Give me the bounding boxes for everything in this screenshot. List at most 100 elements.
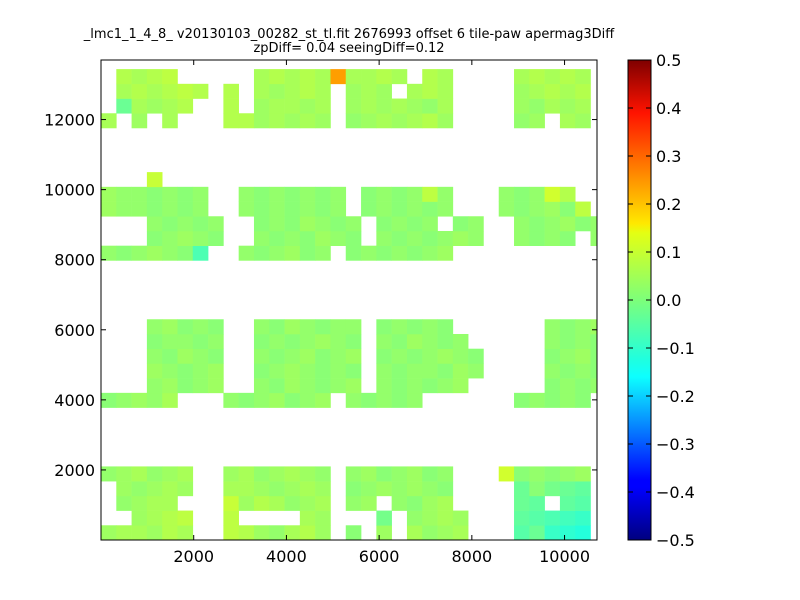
heatmap-cell [345,319,362,335]
heatmap-cell [177,525,194,540]
heatmap-cell [514,216,530,232]
heatmap-cell [192,186,209,202]
heatmap-cell [162,186,178,202]
heatmap-cell [544,69,561,85]
heatmap-cell [177,98,194,114]
heatmap-cell [162,378,178,394]
heatmap-cell [192,363,209,379]
heatmap-cell [376,378,392,394]
heatmap-cell [315,525,331,540]
heatmap-cell [177,230,194,246]
heatmap-cell [361,69,377,85]
heatmap-cell [376,348,392,364]
heatmap-cell [606,334,622,349]
heatmap-cell [422,510,438,526]
heatmap-cell [361,495,377,511]
heatmap-cell [361,466,377,482]
heatmap-cell [315,363,331,379]
heatmap-cell [361,83,377,99]
heatmap-cell [559,230,576,246]
heatmap-cell [559,83,576,99]
heatmap-cell [131,495,148,511]
heatmap-cell [514,230,530,246]
heatmap-cell [345,525,362,540]
heatmap-cell [437,230,454,246]
y-tick-label: 6000 [54,321,95,340]
heatmap-cell [406,216,423,232]
heatmap-cell [514,98,530,114]
heatmap-cell [452,333,469,350]
heatmap-cell [177,319,194,335]
heatmap-cell [177,348,194,364]
heatmap-cell [529,230,545,246]
heatmap-cell [606,319,622,334]
y-tick-label: 8000 [54,251,95,270]
heatmap-cell [116,392,132,408]
heatmap-cell [315,201,331,217]
heatmap-cell [468,348,484,364]
heatmap-cell [101,392,117,408]
heatmap-cell [361,245,377,261]
heatmap-cell [575,481,591,497]
heatmap-cell [299,113,316,129]
heatmap-cell [116,495,132,511]
heatmap-cell [544,363,561,379]
heatmap-cell [345,348,362,364]
heatmap-cell [299,216,316,232]
heatmap-cell [269,392,285,408]
heatmap-cell [131,201,148,217]
heatmap-cell [514,83,530,99]
heatmap-cell [162,466,178,482]
colorbar-tick-label: −0.2 [656,387,695,406]
heatmap-cell [437,495,454,511]
heatmap-cell [437,319,454,335]
y-tick-label: 12000 [44,111,95,130]
heatmap-cell [223,510,239,526]
heatmap-cell [529,98,545,114]
heatmap-cell [253,319,270,335]
heatmap-cell [575,201,591,217]
heatmap-cell [253,186,270,202]
heatmap-cell [238,245,255,261]
heatmap-cell [192,245,209,261]
heatmap-cell [575,495,591,511]
heatmap-cell [284,98,301,114]
heatmap-cell [146,245,163,261]
heatmap-cell [575,83,591,99]
heatmap-cell [146,216,163,232]
heatmap-cell [422,245,438,261]
heatmap-cell [575,363,591,379]
heatmap-cell [529,201,545,217]
heatmap-cell [529,83,545,99]
heatmap-cell [162,319,178,335]
heatmap-cell [299,319,316,335]
heatmap-cell [208,348,224,364]
heatmap-cell [177,83,194,99]
heatmap-cell [284,69,301,85]
heatmap-cell [437,186,454,202]
colorbar-tick-label: 0.2 [656,195,681,214]
heatmap-cell [177,216,194,232]
heatmap-cell [116,525,132,540]
heatmap-cell [498,186,515,202]
heatmap-cell [284,525,301,540]
heatmap-cell [406,481,423,497]
heatmap-cell [330,230,347,246]
heatmap-cell [162,348,178,364]
heatmap-cell [406,186,423,202]
heatmap-cell [192,83,209,99]
heatmap-cell [177,186,194,202]
heatmap-cell [330,216,347,232]
heatmap-cell [514,466,530,482]
heatmap-cell [544,378,561,394]
heatmap-cell [131,186,148,202]
heatmap-cell [299,230,316,246]
heatmap-cell [345,230,362,246]
heatmap-cell [299,245,316,261]
heatmap-cell [146,495,163,511]
heatmap-cell [544,319,561,335]
heatmap-cell [437,525,454,540]
heatmap-cell [146,333,163,350]
heatmap-cell [116,466,132,482]
heatmap-cell [162,201,178,217]
